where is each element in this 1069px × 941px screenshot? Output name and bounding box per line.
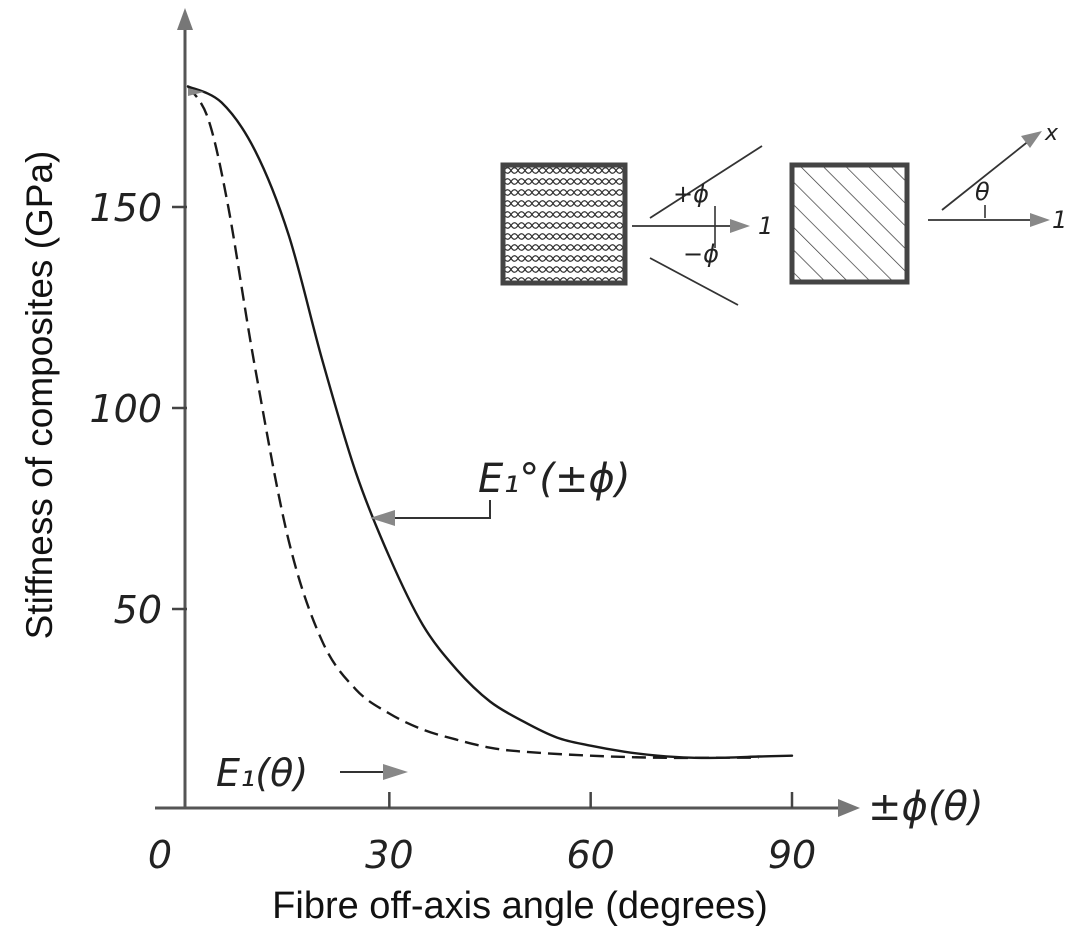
x-tick-label-0: 0 <box>148 833 172 877</box>
x-axis-symbol: ±ϕ(θ) <box>868 784 984 830</box>
origin-marker <box>188 88 204 96</box>
y-axis-title: Stiffness of composites (GPa) <box>19 151 60 640</box>
annotation-solid-label: E₁°(±ϕ) <box>478 456 630 502</box>
inset-angle-ply: +ϕ −ϕ 1 <box>500 145 773 306</box>
ticks-layer: 0 30 60 90 50 100 150 <box>89 186 816 877</box>
fibre-direction-line <box>941 139 1031 211</box>
y-tick-label-1: 100 <box>89 387 162 431</box>
inset-x-label: x <box>1044 121 1059 146</box>
x-tick-label-2: 60 <box>566 833 614 877</box>
annotation-solid-leader <box>392 500 491 519</box>
fibre-direction-arrow <box>1021 131 1042 148</box>
annotation-dashed: E₁(θ) <box>216 751 408 795</box>
x-axis-title: Fibre off-axis angle (degrees) <box>272 885 768 927</box>
series-line-dashed <box>186 85 759 760</box>
inset-unidirectional: θ x 1 <box>789 121 1067 285</box>
inset-direction-2-label: 1 <box>1052 206 1067 234</box>
y-tick-label-0: 50 <box>114 588 162 632</box>
annotation-dashed-arrow <box>383 764 408 780</box>
unidirectional-square <box>789 162 910 285</box>
annotation-dashed-label: E₁(θ) <box>216 751 308 795</box>
y-axis-arrow <box>177 8 193 30</box>
inset-plus-angle-label: +ϕ <box>673 180 709 208</box>
x-tick-label-3: 90 <box>768 833 816 877</box>
inset-direction-1-label: 1 <box>758 212 773 240</box>
x-axis-arrow <box>838 799 860 817</box>
annotation-solid: E₁°(±ϕ) <box>370 456 630 526</box>
minus-phi-line <box>649 257 739 306</box>
inset-theta-label: θ <box>975 178 990 206</box>
load-direction-arrow <box>1030 213 1050 227</box>
annotation-solid-arrow <box>370 510 395 526</box>
inset-minus-angle-label: −ϕ <box>683 240 719 268</box>
angle-ply-square <box>500 162 628 286</box>
y-tick-label-2: 150 <box>89 186 162 230</box>
ply-direction-arrow <box>730 219 750 233</box>
axes <box>155 8 860 817</box>
plus-phi-line <box>649 145 763 219</box>
x-tick-label-1: 30 <box>365 833 413 877</box>
